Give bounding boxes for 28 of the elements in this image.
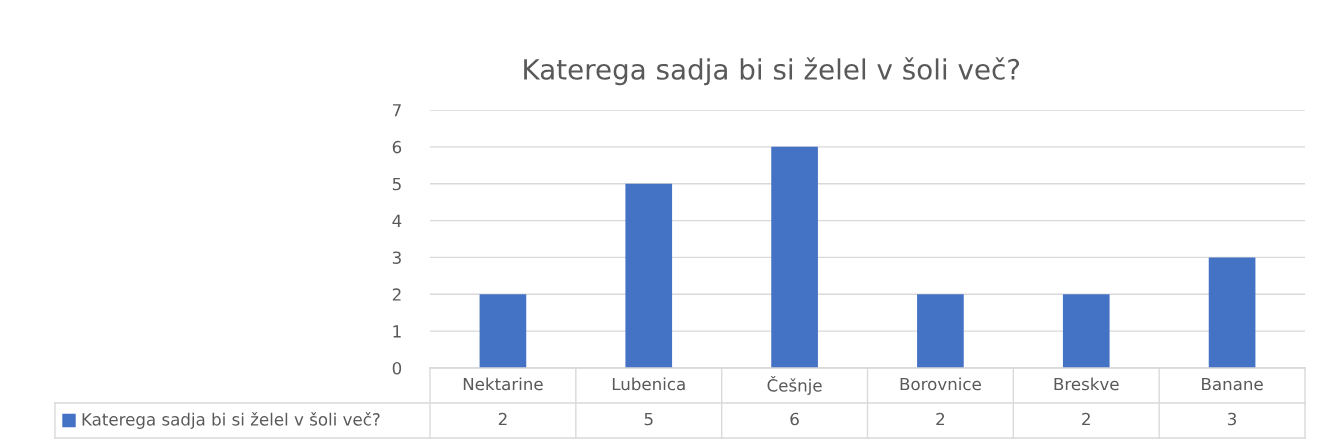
x-tick-label: Češnje (767, 376, 822, 395)
data-label: 6 (790, 412, 799, 426)
legend-label: Katerega sadja bi si želel v šoli več? (82, 412, 380, 429)
data-label: 2 (498, 412, 507, 426)
bar (771, 146, 818, 368)
bar (479, 294, 527, 368)
data-label: 5 (644, 412, 653, 426)
chart-title: Katerega sadja bi si želel v šoli več? (524, 57, 1020, 86)
x-tick-label: Breskve (1054, 377, 1119, 391)
data-label: 2 (1082, 412, 1090, 426)
y-tick-label: 0 (392, 361, 402, 375)
y-tick-label: 7 (392, 104, 401, 117)
bar (1062, 294, 1110, 368)
bar (625, 183, 673, 368)
data-label: 2 (936, 412, 945, 426)
x-tick-label: Banane (1202, 377, 1263, 391)
x-tick-label: Borovnice (900, 377, 981, 391)
y-tick-label: 6 (392, 140, 402, 154)
y-tick-label: 3 (392, 251, 401, 264)
data-label: 3 (1228, 412, 1237, 426)
x-tick-label: Nektarine (463, 377, 543, 391)
bar (1208, 257, 1256, 368)
y-tick-label: 4 (392, 214, 402, 227)
bar (917, 294, 964, 368)
y-tick-label: 2 (392, 288, 401, 301)
y-tick-label: 5 (392, 177, 401, 191)
x-tick-label: Lubenica (612, 377, 685, 391)
y-tick-label: 1 (393, 325, 401, 338)
